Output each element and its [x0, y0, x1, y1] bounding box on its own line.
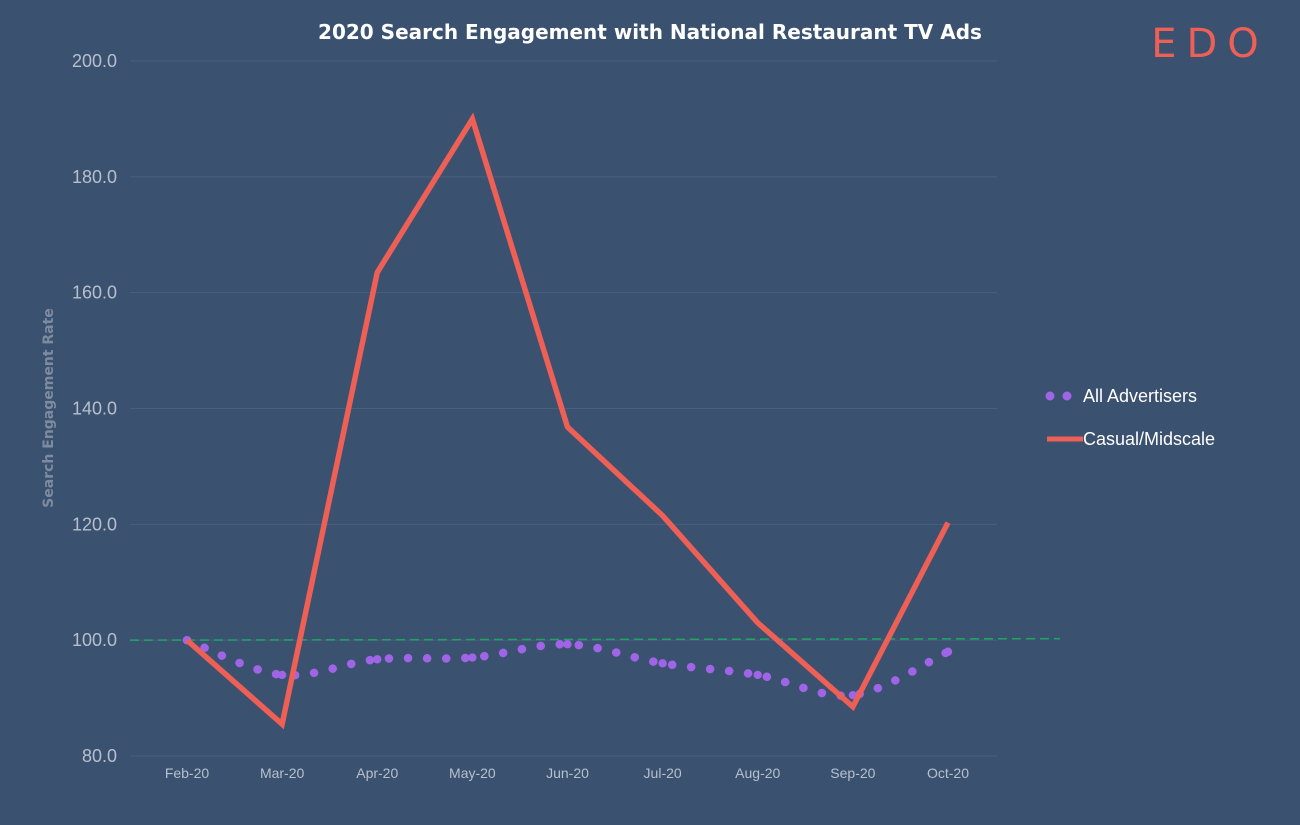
- baseline-100-line: [129, 637, 1061, 641]
- legend-item-casual-midscale[interactable]: Casual/Midscale: [1047, 429, 1215, 449]
- series-layer: [182, 112, 953, 730]
- y-tick-label: 100.0: [72, 630, 117, 650]
- x-tick-label: Sep-20: [830, 765, 875, 781]
- series-casual-midscale-line: [185, 112, 951, 730]
- y-tick-label: 120.0: [72, 514, 117, 534]
- chart-title: 2020 Search Engagement with National Res…: [318, 20, 982, 44]
- all-advertisers-point: [753, 670, 762, 680]
- x-tick-label: Feb-20: [165, 765, 210, 781]
- x-tick-label: May-20: [449, 765, 496, 781]
- legend-item-all-advertisers[interactable]: All Advertisers: [1045, 386, 1198, 406]
- x-axis-ticks: Feb-20 Mar-20 Apr-20 May-20 Jun-20 Jul-20 Aug-…: [165, 765, 969, 781]
- all-advertisers-point: [468, 653, 477, 662]
- legend: All Advertisers Casual/Midscale: [1045, 386, 1215, 449]
- y-tick-label: 160.0: [72, 283, 117, 303]
- all-advertisers-point: [563, 640, 572, 649]
- y-tick-label: 80.0: [82, 746, 117, 766]
- legend-label-all-advertisers: All Advertisers: [1083, 386, 1197, 406]
- x-tick-label: Jun-20: [546, 765, 589, 781]
- all-advertisers-point: [658, 659, 667, 668]
- x-tick-label: Oct-20: [927, 765, 969, 781]
- y-tick-label: 200.0: [72, 51, 117, 71]
- legend-dot-marker: [1045, 391, 1055, 401]
- x-tick-label: Mar-20: [260, 765, 305, 781]
- x-tick-label: Jul-20: [644, 765, 682, 781]
- y-tick-label: 140.0: [72, 399, 117, 419]
- y-tick-label: 180.0: [72, 167, 117, 187]
- all-advertisers-point: [943, 647, 953, 656]
- baseline-reference: [129, 637, 1061, 641]
- x-tick-label: Apr-20: [356, 765, 398, 781]
- legend-label-casual-midscale: Casual/Midscale: [1083, 429, 1215, 449]
- y-axis-label: Search Engagement Rate: [41, 308, 57, 508]
- legend-dot-marker: [1062, 391, 1072, 401]
- edo-logo: EDO: [1151, 21, 1269, 67]
- all-advertisers-point: [277, 670, 287, 680]
- y-axis-ticks: 80.0 100.0 120.0 140.0 160.0 180.0 200.0: [72, 51, 117, 766]
- all-advertisers-point: [373, 655, 382, 664]
- x-tick-label: Aug-20: [735, 765, 780, 781]
